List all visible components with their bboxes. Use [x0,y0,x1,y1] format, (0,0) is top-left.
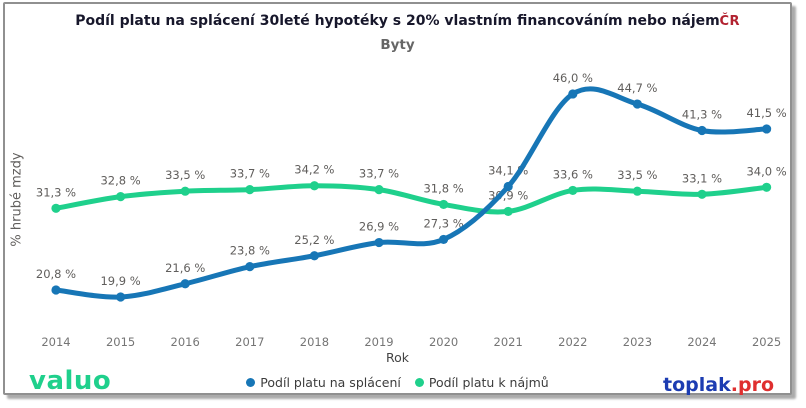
data-point[interactable] [632,186,643,196]
data-label: 33,7 % [230,167,270,181]
region-badge: ČR [719,14,740,29]
x-tick-label: 2016 [171,335,200,349]
data-point[interactable] [51,285,61,295]
data-point[interactable] [116,192,126,202]
data-label: 33,5 % [617,168,657,182]
data-label: 41,5 % [746,106,786,120]
toplak-logo-tld: .pro [730,374,774,396]
x-tick-label: 2017 [235,335,264,349]
data-point[interactable] [439,199,449,210]
x-tick-label: 2021 [494,335,523,349]
chart-title: Podíl platu na splácení 30leté hypotéky … [75,13,720,29]
data-point[interactable] [697,125,707,136]
legend-label: Podíl platu na splácení [260,375,401,390]
line-chart-plot: 20,8 % 19,9 % 21,6 % 23,8 % 25,2 % 26,9 % 27,3… [36,71,787,349]
data-label: 33,5 % [165,168,205,182]
data-point[interactable] [568,185,578,196]
data-point[interactable] [374,237,384,248]
legend-dot-icon [246,378,256,387]
data-label: 41,3 % [682,108,722,122]
chart-card: Podíl platu na splácení 30leté hypotéky … [3,2,792,396]
x-tick-label: 2024 [687,335,716,349]
legend-item[interactable]: Podíl platu na splácení [246,375,401,390]
data-label: 34,0 % [746,164,786,178]
data-point[interactable] [568,89,578,99]
valuo-logo: valuo [29,366,112,396]
x-tick-label: 2023 [623,335,652,349]
data-point[interactable] [439,234,449,245]
data-label: 46,0 % [553,71,593,85]
data-point[interactable] [180,186,190,196]
x-tick-label: 2025 [752,335,781,349]
x-tick-label: 2022 [558,335,587,349]
x-axis-ticks: 2014 2015 2016 2017 2018 2019 2020 2021 2022 2023… [41,335,781,349]
title-row: Podíl platu na splácení 30leté hypotéky … [5,13,790,29]
data-label: 44,7 % [617,81,657,95]
data-label: 31,3 % [36,185,76,199]
data-label: 27,3 % [423,216,463,230]
data-point[interactable] [503,206,513,217]
data-point[interactable] [245,262,255,272]
data-label: 23,8 % [230,244,270,258]
x-tick-label: 2019 [364,335,393,349]
toplak-logo: toplak.pro [663,374,774,396]
legend-item[interactable]: Podíl platu k nájmů [414,375,549,390]
data-point[interactable] [762,182,772,192]
legend-label: Podíl platu k nájmů [428,375,549,390]
data-label: 19,9 % [100,274,140,288]
data-point[interactable] [697,189,707,199]
data-label: 31,8 % [423,181,463,195]
data-point[interactable] [51,203,61,213]
series-line [53,183,770,215]
x-tick-label: 2020 [429,335,458,349]
data-label: 26,9 % [359,220,399,234]
data-point[interactable] [632,99,643,109]
data-point[interactable] [374,185,384,195]
data-label: 32,8 % [100,174,140,188]
legend: Podíl platu na splácení Podíl platu k náj… [5,375,790,390]
chart-subtitle: Byty [380,37,415,53]
data-point[interactable] [762,124,772,134]
x-tick-label: 2015 [106,335,135,349]
data-label: 21,6 % [165,261,205,275]
data-point[interactable] [116,292,126,302]
data-label: 20,8 % [36,267,76,281]
data-point[interactable] [180,279,190,289]
data-label: 33,1 % [682,171,722,185]
x-tick-label: 2014 [41,335,70,349]
data-point[interactable] [503,181,513,192]
data-label: 33,6 % [553,167,593,181]
data-point[interactable] [309,251,319,261]
x-tick-label: 2018 [300,335,329,349]
data-point[interactable] [245,185,255,195]
legend-dot-icon [414,378,424,387]
data-point[interactable] [309,181,319,191]
x-axis-label: Rok [385,350,409,365]
data-label: 25,2 % [294,233,334,247]
data-label: 34,2 % [294,163,334,177]
data-label: 33,7 % [359,167,399,181]
toplak-logo-name: toplak [663,374,731,396]
data-labels: 20,8 % 19,9 % 21,6 % 23,8 % 25,2 % 26,9 % 27,3… [36,71,787,288]
